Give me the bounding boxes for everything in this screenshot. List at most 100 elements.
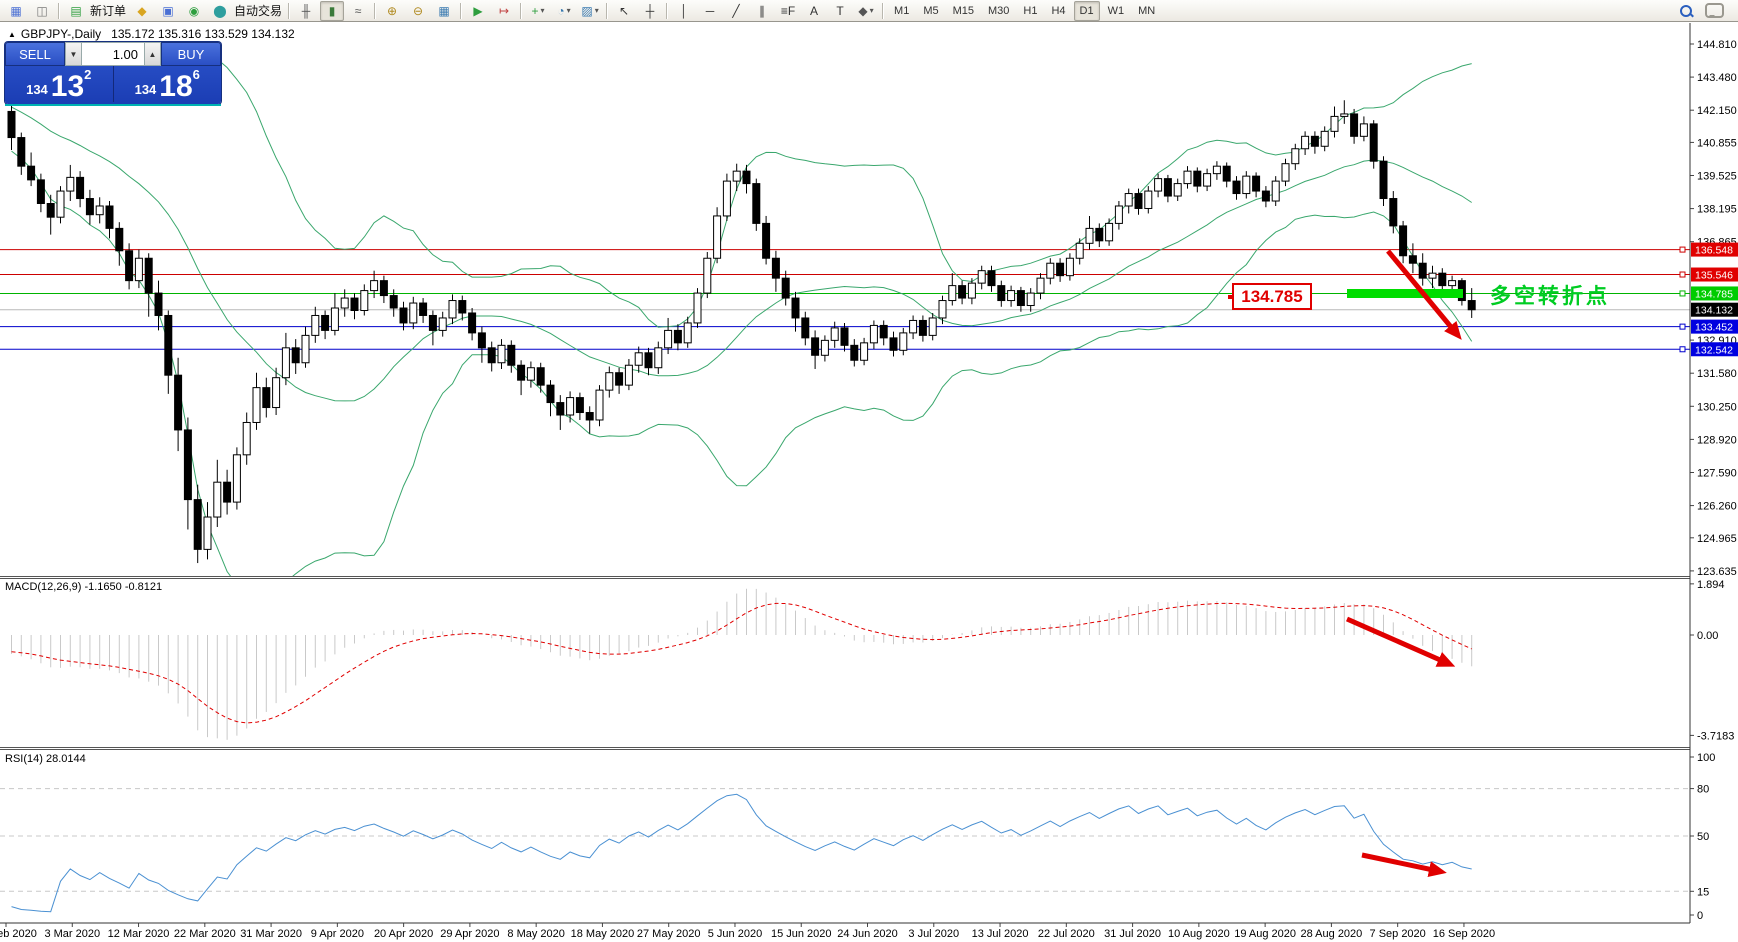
timeframe-button-M5[interactable]: M5 [923, 4, 939, 17]
volume-decrease-button[interactable]: ▼ [65, 42, 82, 66]
metaeditor-button[interactable]: ◆ [130, 1, 154, 21]
timeframe-button-M15[interactable]: M15 [952, 4, 974, 17]
buy-button[interactable]: BUY [161, 42, 221, 66]
bear-candle [644, 352, 653, 369]
chart-shift-button[interactable]: ↦ [492, 1, 516, 21]
bear-candle [1418, 262, 1427, 279]
trendline-button[interactable]: ╱ [724, 1, 748, 21]
bear-candle [673, 329, 682, 344]
svg-text:-3.7183: -3.7183 [1697, 730, 1734, 742]
timeframe-button-MN[interactable]: MN [1138, 4, 1156, 17]
signals-button[interactable]: ◉ [182, 1, 206, 21]
bull-candle [1007, 290, 1016, 302]
timeframe-button-W1[interactable]: W1 [1107, 4, 1125, 17]
bear-candle [1232, 180, 1241, 195]
bull-candle [1291, 148, 1300, 165]
flag-anchor-handle[interactable] [1228, 294, 1232, 299]
terminal-icon: ▣ [162, 3, 174, 18]
volume-increase-button[interactable]: ▲ [144, 42, 161, 66]
profiles-button[interactable]: ◫ [30, 1, 54, 21]
cursor-icon: ↖ [619, 3, 630, 18]
line-chart-button[interactable]: ≈ [346, 1, 370, 21]
tile-windows-button[interactable]: ▦ [432, 1, 456, 21]
new-order-button[interactable]: ▤ [64, 1, 88, 21]
ohlc-values: 135.172 135.316 133.529 134.132 [111, 27, 295, 41]
bear-candle [840, 327, 849, 346]
timeframe-button-D1[interactable]: D1 [1073, 0, 1100, 21]
svg-text:140.855: 140.855 [1697, 137, 1737, 149]
fibonacci-button[interactable]: ≡F [776, 1, 800, 21]
date-label: 31 Jul 2020 [1104, 928, 1161, 940]
periods-button[interactable]: ◔ ▾ [552, 1, 576, 21]
auto-scroll-icon: ▶ [473, 3, 483, 18]
new-chart-button[interactable]: ▦ [4, 1, 28, 21]
bear-candle [36, 179, 45, 205]
bear-candle [428, 314, 437, 331]
timeframe-button-M1[interactable]: M1 [894, 4, 910, 17]
bull-candle [909, 319, 918, 334]
timeframe-button-M30[interactable]: M30 [988, 4, 1010, 17]
collapse-triangle-icon[interactable]: ▲ [8, 30, 16, 39]
zoom-in-button[interactable]: ⊕ [380, 1, 404, 21]
chat-icon[interactable] [1705, 3, 1724, 18]
autotrading-label[interactable]: 自动交易 [234, 4, 283, 18]
timeframe-button-H1[interactable]: H1 [1023, 4, 1038, 17]
auto-scroll-button[interactable]: ▶ [466, 1, 490, 21]
line-chart-icon: ≈ [354, 3, 362, 18]
bear-candle [585, 412, 594, 421]
bear-candle [1369, 123, 1378, 162]
svg-text:136.548: 136.548 [1695, 245, 1733, 257]
toolbar-separator [374, 2, 377, 19]
sell-button[interactable]: SELL [5, 42, 65, 66]
zoom-out-button[interactable]: ⊖ [406, 1, 430, 21]
bear-candle [115, 227, 124, 252]
text-button[interactable]: A [802, 1, 826, 21]
trend-arrow[interactable] [1345, 616, 1456, 667]
line-handle[interactable] [1679, 290, 1686, 297]
bull-candle [242, 421, 251, 456]
price-level-flag[interactable]: 134.785 [1228, 283, 1312, 310]
toolbar-separator [288, 2, 291, 19]
line-handle[interactable] [1679, 246, 1686, 253]
vertical-line-button[interactable]: │ [672, 1, 696, 21]
line-handle[interactable] [1679, 271, 1686, 278]
bar-chart-button[interactable]: ╫ [294, 1, 318, 21]
bear-candle [781, 277, 790, 299]
templates-button[interactable]: ▨ ▾ [578, 1, 602, 21]
bear-candle [615, 372, 624, 386]
line-handle[interactable] [1679, 323, 1686, 330]
text-label-button[interactable]: T [828, 1, 852, 21]
trend-arrow[interactable] [1361, 852, 1447, 877]
trend-arrow[interactable] [1386, 249, 1462, 340]
autotrading-button[interactable]: ⬤ [208, 1, 232, 21]
buy-price[interactable]: 134 18 6 [114, 66, 222, 102]
candlesticks-button[interactable]: ▮ [320, 0, 345, 21]
bear-candle [1134, 193, 1143, 209]
line-handle[interactable] [1679, 346, 1686, 353]
crosshair-button[interactable]: ┼ [638, 1, 662, 21]
crosshair-icon: ┼ [645, 3, 655, 18]
rsi-line [11, 793, 1472, 913]
channel-button[interactable]: ∥ [750, 1, 774, 21]
terminal-button[interactable]: ▣ [156, 1, 180, 21]
bear-candle [879, 324, 888, 339]
timeframe-button-H4[interactable]: H4 [1051, 4, 1066, 17]
search-icon[interactable] [1679, 4, 1694, 18]
indicators-button[interactable]: + ▾ [526, 1, 550, 21]
price-badge [1691, 286, 1738, 301]
bear-candle [1438, 272, 1447, 287]
bull-candle [722, 180, 731, 217]
bear-candle [379, 280, 388, 297]
sell-price[interactable]: 134 13 2 [5, 66, 114, 102]
new-order-label[interactable]: 新订单 [90, 4, 127, 18]
cursor-button[interactable]: ↖ [612, 1, 636, 21]
turning-point-annotation[interactable]: 多空转折点 [1490, 285, 1610, 308]
turning-point-bar[interactable] [1347, 289, 1463, 298]
volume-input[interactable] [82, 42, 144, 66]
text-label-icon: T [836, 3, 844, 18]
arrows-button[interactable]: ◆ ▾ [854, 1, 878, 21]
horizontal-line-button[interactable]: ─ [698, 1, 722, 21]
date-label: 15 Jun 2020 [771, 928, 832, 940]
